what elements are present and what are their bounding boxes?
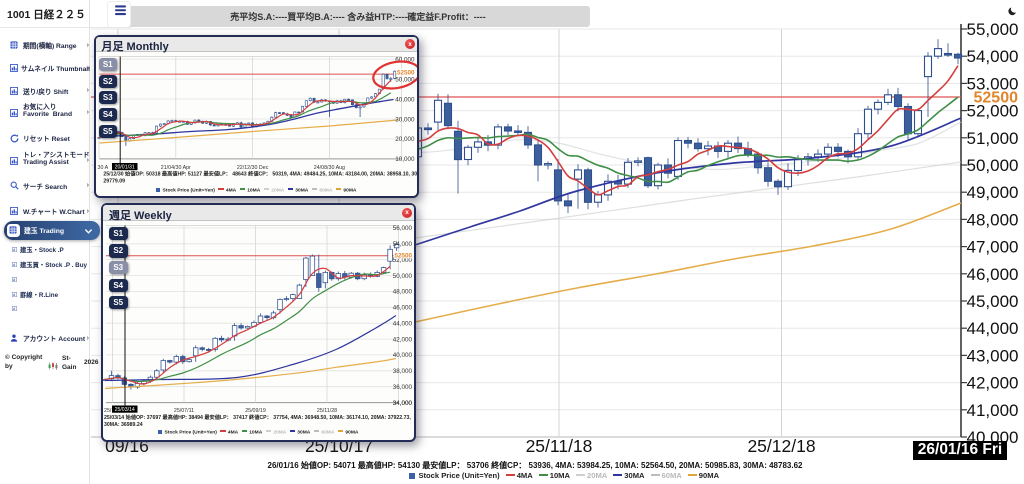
svg-text:56,000: 56,000	[393, 225, 413, 232]
svg-text:49,000: 49,000	[967, 183, 1019, 202]
svg-text:25/12/18: 25/12/18	[747, 436, 815, 456]
svg-text:54,000: 54,000	[393, 241, 413, 248]
svg-text:25/03/14 始値OP: 37697 最高値HP: 3: 25/03/14 始値OP: 37697 最高値HP: 38494 最安値LP：…	[104, 413, 411, 421]
svg-text:52500: 52500	[396, 70, 414, 77]
svg-text:25/11/18: 25/11/18	[526, 436, 593, 456]
svg-text:52,000: 52,000	[967, 102, 1019, 121]
svg-text:40,000: 40,000	[393, 352, 413, 359]
svg-text:36,000: 36,000	[393, 384, 413, 391]
svg-text:54,000: 54,000	[967, 47, 1019, 66]
svg-text:55,000: 55,000	[967, 20, 1019, 39]
svg-text:25/11/28: 25/11/28	[317, 408, 337, 414]
svg-text:44,000: 44,000	[393, 320, 413, 327]
svg-text:51,000: 51,000	[967, 129, 1019, 148]
svg-text:53,000: 53,000	[967, 74, 1019, 93]
svg-text:52,000: 52,000	[393, 257, 413, 264]
svg-text:50,000: 50,000	[967, 156, 1019, 175]
svg-text:10,000: 10,000	[395, 156, 415, 163]
svg-text:25/12/30 始値OP: 50318 最高値HP: 5: 25/12/30 始値OP: 50318 最高値HP: 51127 最安値LP：…	[103, 170, 417, 178]
svg-text:44,000: 44,000	[967, 319, 1019, 338]
svg-text:50,000: 50,000	[395, 76, 415, 83]
svg-text:40,000: 40,000	[395, 96, 415, 103]
svg-text:52500: 52500	[394, 252, 412, 259]
svg-text:25/03/14: 25/03/14	[115, 407, 135, 413]
svg-text:30MA: 36989.24: 30MA: 36989.24	[104, 422, 143, 428]
svg-text:41,000: 41,000	[967, 401, 1019, 420]
svg-text:29779.09: 29779.09	[103, 179, 125, 185]
svg-text:52500: 52500	[974, 90, 1019, 107]
svg-text:42,000: 42,000	[967, 374, 1019, 393]
svg-text:45,000: 45,000	[967, 292, 1019, 311]
svg-text:30,000: 30,000	[395, 116, 415, 123]
svg-text:24/08/30 Aug: 24/08/30 Aug	[313, 165, 344, 171]
svg-text:43,000: 43,000	[967, 346, 1019, 365]
svg-text:20,000: 20,000	[395, 136, 415, 143]
svg-text:25/07/11: 25/07/11	[174, 408, 194, 414]
svg-text:38,000: 38,000	[393, 368, 413, 375]
svg-text:42,000: 42,000	[393, 336, 413, 343]
svg-text:34,000: 34,000	[393, 399, 413, 406]
svg-text:25/: 25/	[104, 408, 112, 414]
svg-text:48,000: 48,000	[393, 288, 413, 295]
svg-text:50,000: 50,000	[393, 272, 413, 279]
svg-text:46,000: 46,000	[393, 304, 413, 311]
svg-text:20/01/31: 20/01/31	[114, 165, 134, 171]
svg-text:46,000: 46,000	[967, 265, 1019, 284]
svg-text:48,000: 48,000	[967, 210, 1019, 229]
svg-text:47,000: 47,000	[967, 238, 1019, 257]
svg-text:25/09/19: 25/09/19	[245, 408, 266, 414]
svg-text:21/04/30 Apr: 21/04/30 Apr	[160, 165, 190, 171]
svg-text:34,000: 34,000	[393, 399, 413, 406]
svg-text:60,000: 60,000	[395, 56, 415, 63]
svg-text:30 A: 30 A	[97, 165, 108, 171]
svg-text:22/12/30 Dec: 22/12/30 Dec	[236, 165, 268, 171]
